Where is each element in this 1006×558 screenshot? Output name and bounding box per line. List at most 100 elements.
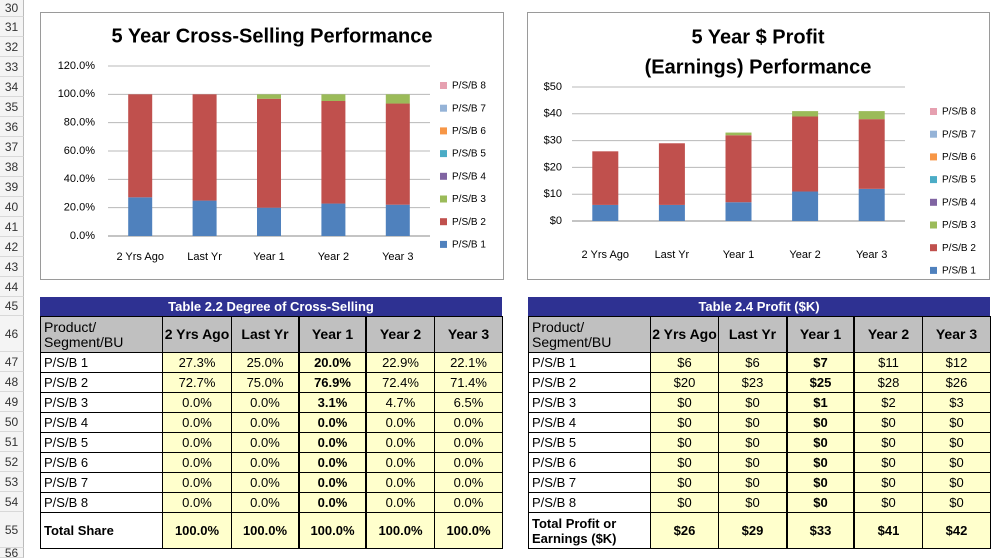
table-cell: P/S/B 6 [40,452,163,473]
table-cell: $0 [786,412,855,433]
table-cell: 72.7% [162,372,232,393]
row-number: 51 [0,432,24,452]
table-cell: 0.0% [231,472,299,493]
header-cell: Year 1 [786,316,855,353]
legend-swatch [440,150,447,158]
table-cell: $6 [718,352,787,373]
bar-segment [792,111,819,117]
legend-label: P/S/B 3 [942,220,976,231]
table-cell: $0 [854,492,923,513]
header-cell: 2 Yrs Ago [162,316,232,353]
y-tick-label: $50 [544,81,562,93]
legend-label: P/S/B 6 [452,126,486,137]
table-cell: $2 [854,392,923,413]
table-cell: $0 [650,452,719,473]
legend-swatch [440,195,447,203]
legend-label: P/S/B 2 [452,217,486,228]
legend-label: P/S/B 8 [942,107,976,118]
table-cell: $0 [854,472,923,493]
y-tick-label: 80.0% [64,117,95,129]
table-cell: $33 [786,512,855,549]
row-number: 49 [0,392,24,412]
row-number: 39 [0,177,24,197]
bar-segment [592,204,619,221]
x-tick-label: Last Yr [655,249,690,261]
chart: 5 Year $ Profit (Earnings) Performance $0 $… [527,12,990,280]
chart-title: 5 Year $ Profit [691,26,824,48]
table-cell: 0.0% [434,432,503,453]
header-cell: Year 3 [434,316,503,353]
table-cell: P/S/B 7 [40,472,163,493]
legend-swatch [930,108,937,115]
table-cell: P/S/B 2 [528,372,651,393]
legend-swatch [440,127,447,135]
table-cell: $0 [922,452,991,473]
x-tick-label: 2 Yrs Ago [582,249,630,261]
table-cell: 0.0% [231,492,299,513]
table-cell: P/S/B 8 [40,492,163,513]
x-tick-label: Last Yr [187,251,222,263]
table-cell: $26 [650,512,719,549]
bar-segment [192,94,217,201]
table-cell: P/S/B 1 [528,352,651,373]
legend-label: P/S/B 8 [452,81,486,92]
table-cell: 0.0% [162,452,232,473]
legend-swatch [440,104,447,112]
bar-segment [658,204,685,221]
bar-segment [858,111,885,120]
table-cell: 0.0% [298,452,367,473]
bar-segment [257,98,281,208]
header-cell: Product/ Segment/BU [528,316,651,353]
table-cell: 0.0% [298,492,367,513]
table-cell: Total Profit or Earnings ($K) [528,512,651,549]
row-number: 37 [0,137,24,157]
header-cell: Last Yr [718,316,787,353]
header-cell: 2 Yrs Ago [650,316,719,353]
legend-swatch [930,130,937,138]
x-tick-label: Year 3 [382,251,413,263]
y-tick-label: 40.0% [64,173,95,185]
table-cell: P/S/B 7 [528,472,651,493]
table-title: Table 2.2 Degree of Cross-Selling [40,297,502,316]
bar-segment [257,207,281,236]
legend-swatch [930,266,937,274]
table-cell: 0.0% [231,452,299,473]
table-cell: 0.0% [366,472,435,493]
legend-label: P/S/B 5 [942,175,976,186]
legend-swatch [440,82,447,89]
row-number: 55 [0,512,24,548]
bar-segment [792,116,819,192]
table-cell: P/S/B 6 [528,452,651,473]
table-cell: 25.0% [231,352,299,373]
table-cell: 0.0% [162,472,232,493]
bar-segment [725,135,752,203]
row-number: 54 [0,492,24,512]
table-cell: 0.0% [298,432,367,453]
bar-segment [192,200,217,236]
table-cell: 0.0% [298,472,367,493]
table-cell: $20 [650,372,719,393]
table-cell: $25 [786,372,855,393]
legend-label: P/S/B 4 [942,197,976,208]
bar-segment [725,202,752,221]
legend-label: P/S/B 2 [942,243,976,254]
table-cell: $0 [922,412,991,433]
legend-swatch [930,198,937,206]
table-cell: $1 [786,392,855,413]
table-cell: 0.0% [162,412,232,433]
table-cell: 76.9% [298,372,367,393]
legend-label: P/S/B 1 [942,266,976,277]
chart-title: (Earnings) Performance [645,56,872,78]
table-cell: $41 [854,512,923,549]
y-tick-label: $20 [544,161,562,173]
bar-segment [257,94,281,99]
row-number: 41 [0,217,24,237]
row-number: 34 [0,77,24,97]
table-cell: 0.0% [162,432,232,453]
table-cell: P/S/B 8 [528,492,651,513]
table-cell: $0 [650,472,719,493]
chart-frame [527,12,990,280]
table-cell: $0 [650,432,719,453]
table-cell: $0 [650,492,719,513]
